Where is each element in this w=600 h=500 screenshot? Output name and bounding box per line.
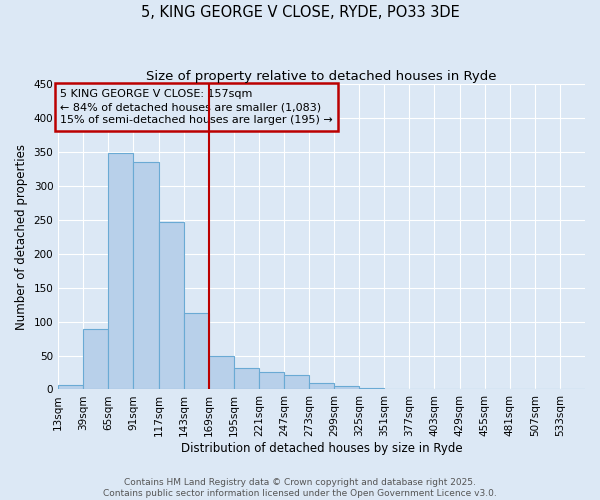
Y-axis label: Number of detached properties: Number of detached properties	[15, 144, 28, 330]
Bar	[109, 152, 133, 390]
Bar	[284, 375, 309, 390]
Title: Size of property relative to detached houses in Ryde: Size of property relative to detached ho…	[146, 70, 497, 83]
Bar	[58, 386, 83, 390]
X-axis label: Distribution of detached houses by size in Ryde: Distribution of detached houses by size …	[181, 442, 463, 455]
Text: 5 KING GEORGE V CLOSE: 157sqm
← 84% of detached houses are smaller (1,083)
15% o: 5 KING GEORGE V CLOSE: 157sqm ← 84% of d…	[60, 89, 333, 126]
Bar	[209, 356, 234, 390]
Bar	[359, 388, 385, 390]
Bar	[560, 389, 585, 390]
Bar	[434, 389, 460, 390]
Bar	[133, 162, 158, 390]
Bar	[158, 222, 184, 390]
Text: 5, KING GEORGE V CLOSE, RYDE, PO33 3DE: 5, KING GEORGE V CLOSE, RYDE, PO33 3DE	[140, 5, 460, 20]
Bar	[234, 368, 259, 390]
Text: Contains HM Land Registry data © Crown copyright and database right 2025.
Contai: Contains HM Land Registry data © Crown c…	[103, 478, 497, 498]
Bar	[409, 389, 434, 390]
Bar	[184, 314, 209, 390]
Bar	[309, 384, 334, 390]
Bar	[334, 386, 359, 390]
Bar	[385, 389, 409, 390]
Bar	[259, 372, 284, 390]
Bar	[83, 329, 109, 390]
